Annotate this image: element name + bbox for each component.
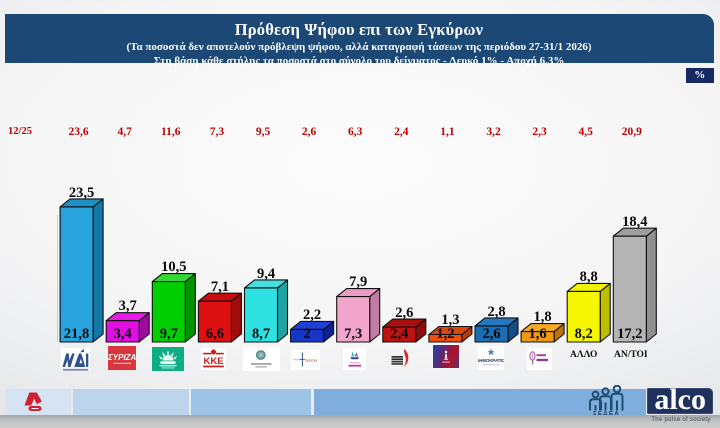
svg-text:ΔΗΜΟΚΡΑΤΕΣ: ΔΗΜΟΚΡΑΤΕΣ [478,358,504,363]
svg-text:ΣΕΔΕΑ: ΣΕΔΕΑ [593,411,620,417]
svg-text:ΚΚΕ: ΚΚΕ [203,356,223,367]
svg-text:ΣΥΡΙΖΑ: ΣΥΡΙΖΑ [108,353,137,362]
svg-text:ΝΙΚΗ: ΝΙΚΗ [305,358,317,363]
